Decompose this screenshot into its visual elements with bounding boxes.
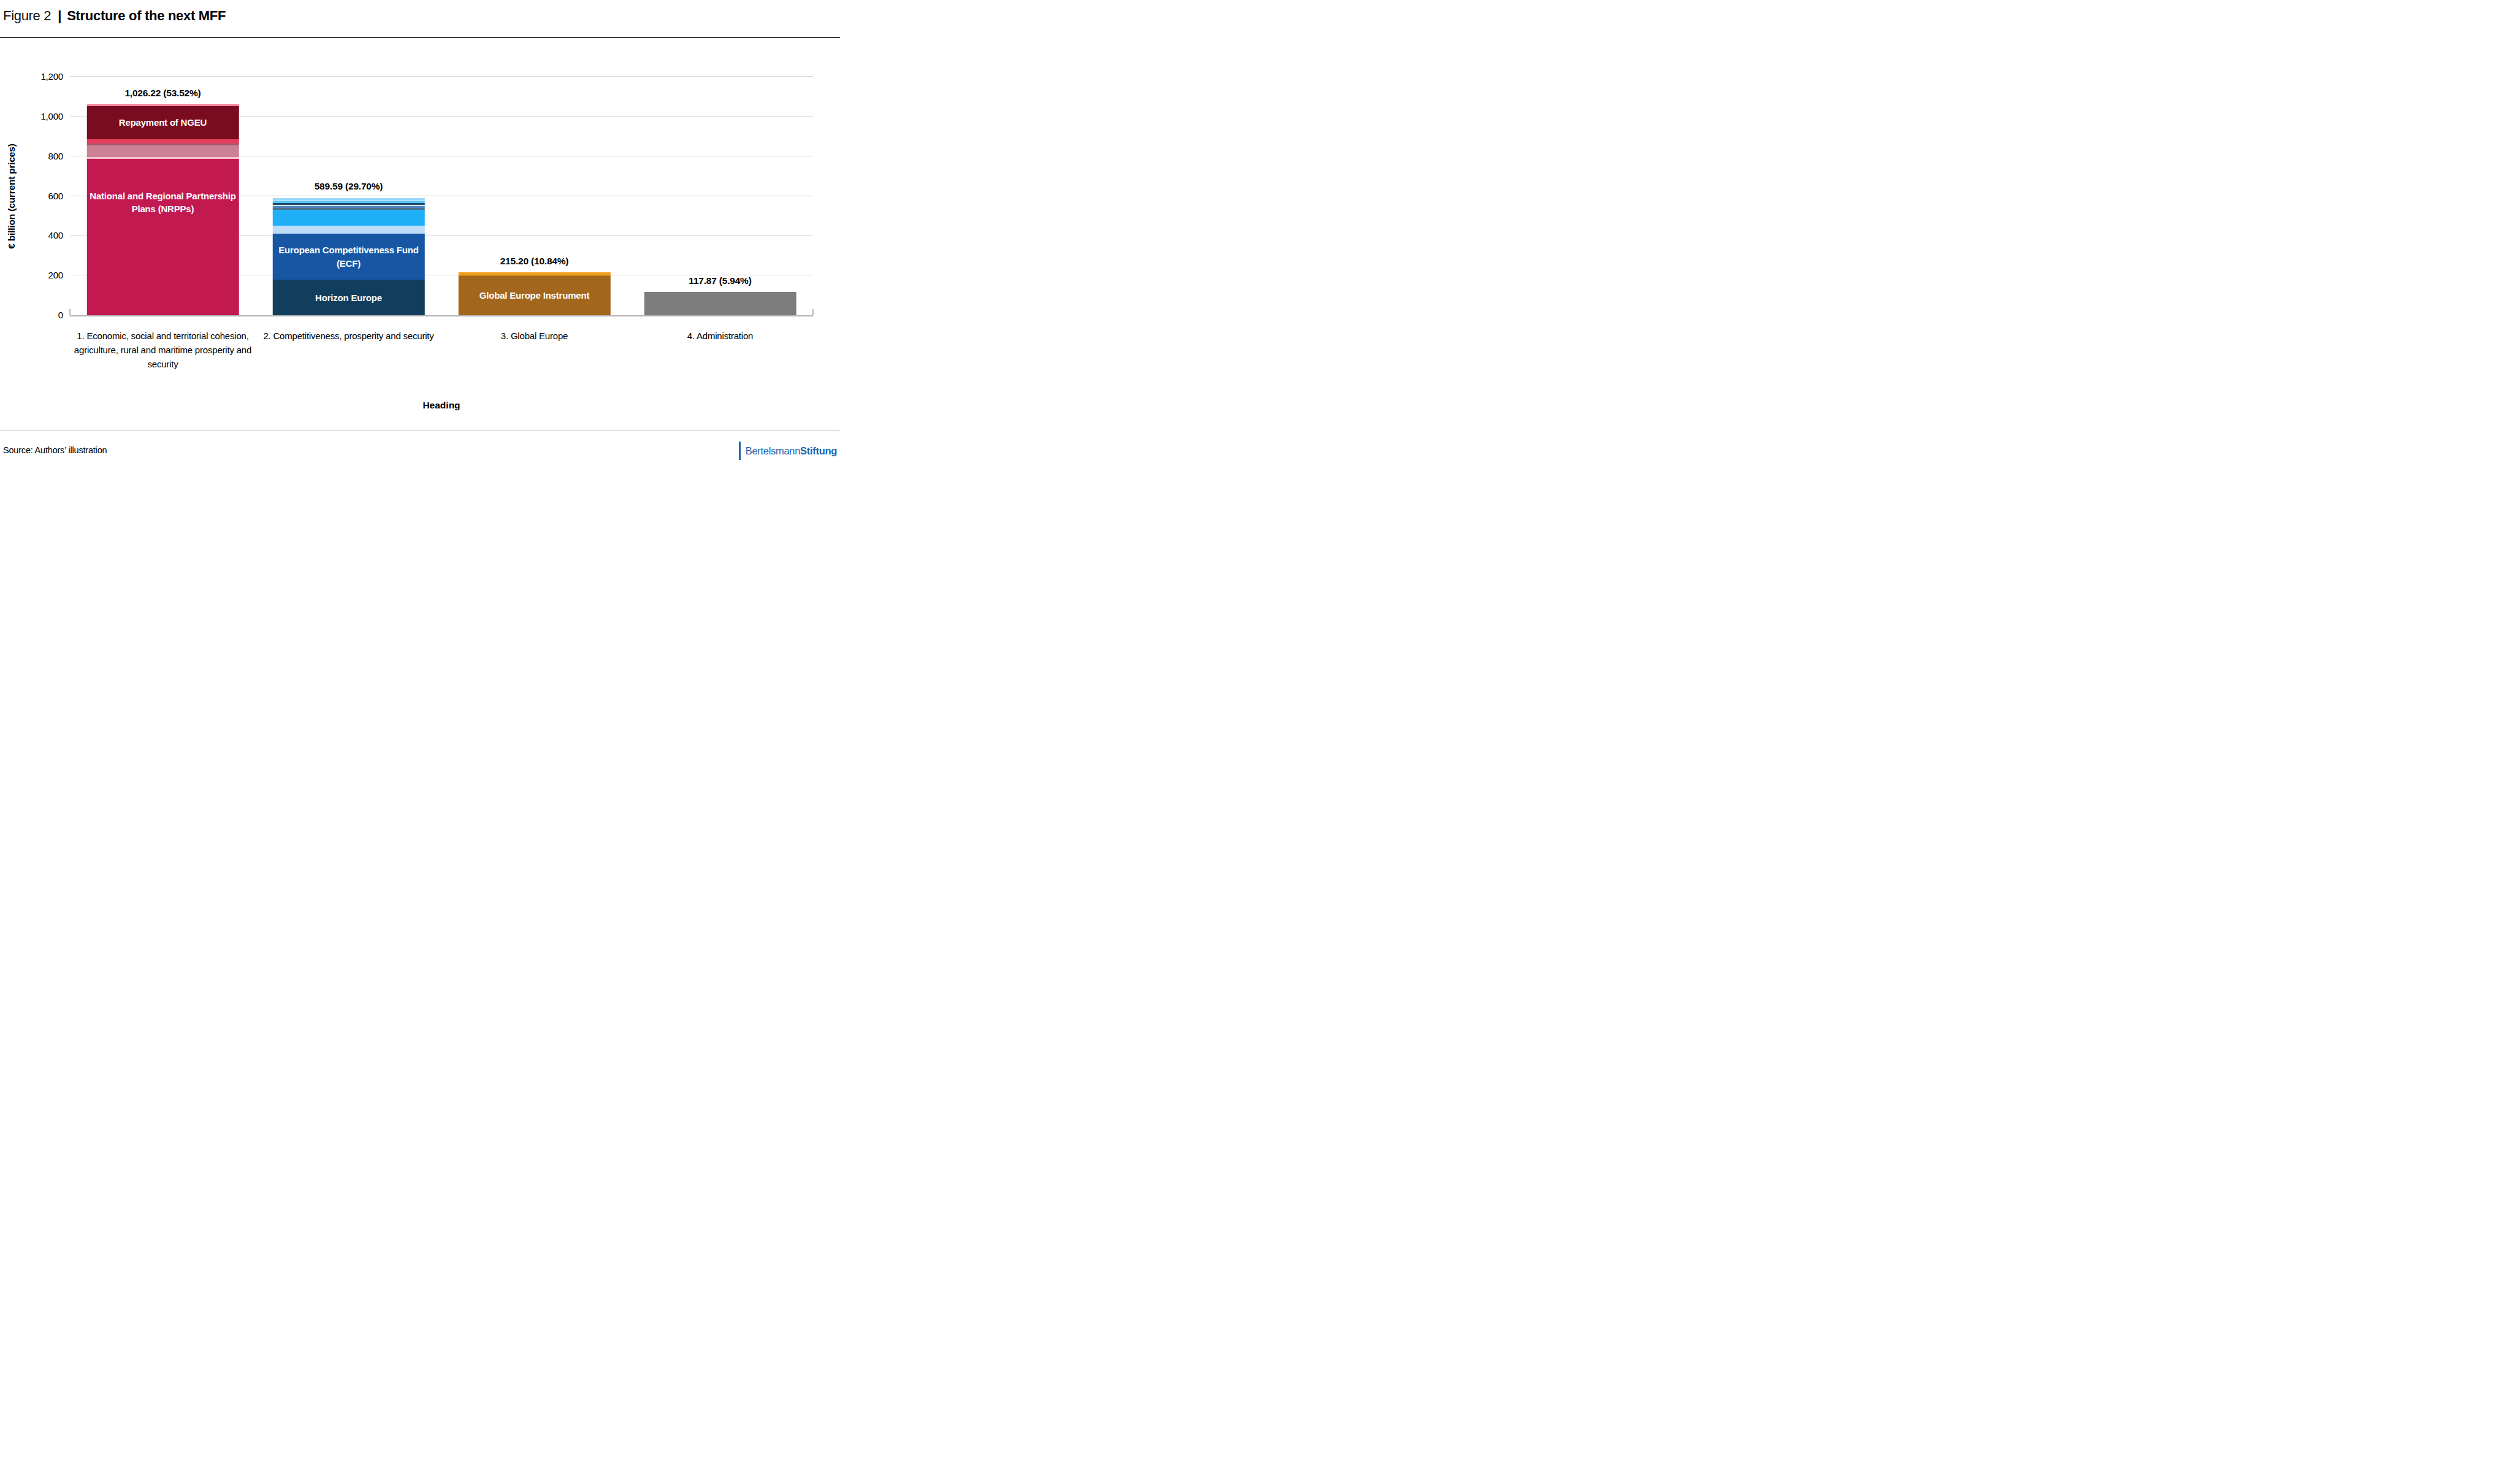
source-note: Source: Authors’ illustration [3, 445, 107, 455]
bar-segment-unlabeled-pale-blue-band [272, 226, 424, 234]
bar-segment-label: Global Europe Instrument [458, 276, 610, 316]
bertelsmann-stiftung-logo: BertelsmannStiftung [739, 441, 837, 461]
category-label-1: 1. Economic, social and territorial cohe… [70, 329, 256, 371]
logo-text-bertelsmann: Bertelsmann [746, 445, 800, 456]
figure-title: Figure 2 | Structure of the next MFF [3, 8, 226, 24]
y-tick-label-600: 600 [11, 190, 63, 202]
bar-total-label-2: 589.59 (29.70%) [257, 181, 440, 192]
bar-segment-global-europe-instrument: Global Europe Instrument [458, 276, 610, 316]
bar-segment-repayment-of-ngeu: Repayment of NGEU [86, 106, 239, 139]
logo-bar-icon [739, 442, 741, 460]
bar-segment-label: Horizon Europe [272, 280, 424, 315]
bar-stack-1: Repayment of NGEU National and Regional P… [86, 104, 239, 315]
bar-slot-3: Global Europe Instrument 215.20 (10.84%) [441, 77, 627, 315]
y-tick-label-0: 0 [11, 309, 63, 321]
bar-stack-3: Global Europe Instrument215.20 (10.84%) [458, 272, 610, 315]
y-tick-label-1200: 1,200 [11, 71, 63, 83]
bar-slot-2: European Competitiveness Fund (ECF)Horiz… [256, 77, 441, 315]
bar-segment-unlabeled-bright-crimson-band [86, 139, 239, 144]
footer-divider [0, 430, 840, 431]
bar-total-label-1: 1,026.22 (53.52%) [71, 88, 254, 99]
y-axis-tick-labels: 02004006008001,0001,200 [11, 77, 63, 315]
figure-title-separator: | [58, 8, 61, 23]
category-label-3: 3. Global Europe [441, 329, 627, 371]
bar-slot-1: Repayment of NGEU National and Regional P… [70, 77, 256, 315]
x-axis-title: Heading [70, 400, 813, 411]
category-label-4: 4. Administration [627, 329, 813, 371]
figure-title-prefix: Figure 2 [3, 8, 51, 23]
bar-segment-label: Repayment of NGEU [86, 106, 239, 139]
bar-segment-european-competitiveness-fund-ecf-: European Competitiveness Fund (ECF) [272, 234, 424, 280]
bar-slot-4: 117.87 (5.94%) [627, 77, 813, 315]
bar-segment-unlabeled-dusty-rose-band [86, 145, 239, 157]
y-tick-label-800: 800 [11, 150, 63, 163]
bar-stack-2: European Competitiveness Fund (ECF)Horiz… [272, 198, 424, 316]
plot-area: Repayment of NGEU National and Regional P… [70, 77, 813, 316]
figure-canvas: Figure 2|Structure of the next MFF € bil… [0, 0, 840, 486]
bar-segment-administration [644, 292, 796, 315]
bar-stack-4: 117.87 (5.94%) [644, 292, 796, 315]
bar-total-label-4: 117.87 (5.94%) [628, 275, 811, 286]
bar-segment-horizon-europe: Horizon Europe [272, 280, 424, 315]
title-divider [0, 37, 840, 38]
bar-total-label-3: 215.20 (10.84%) [443, 256, 625, 267]
bar-segment-unlabeled-bright-cyan-band [272, 210, 424, 226]
logo-text-stiftung: Stiftung [800, 445, 837, 456]
bar-segment-national-and-regional-partnership-plans-nrpps-: National and Regional Partnership Plans … [86, 159, 239, 315]
bar-segment-label: European Competitiveness Fund (ECF) [272, 234, 424, 280]
x-axis-category-labels: 1. Economic, social and territorial cohe… [70, 329, 813, 371]
bar-segment-label: National and Regional Partnership Plans … [86, 159, 239, 315]
figure-title-main: Structure of the next MFF [67, 8, 226, 23]
y-tick-label-200: 200 [11, 269, 63, 281]
y-tick-label-1000: 1,000 [11, 110, 63, 123]
y-tick-label-400: 400 [11, 229, 63, 242]
category-label-2: 2. Competitiveness, prosperity and secur… [256, 329, 441, 371]
